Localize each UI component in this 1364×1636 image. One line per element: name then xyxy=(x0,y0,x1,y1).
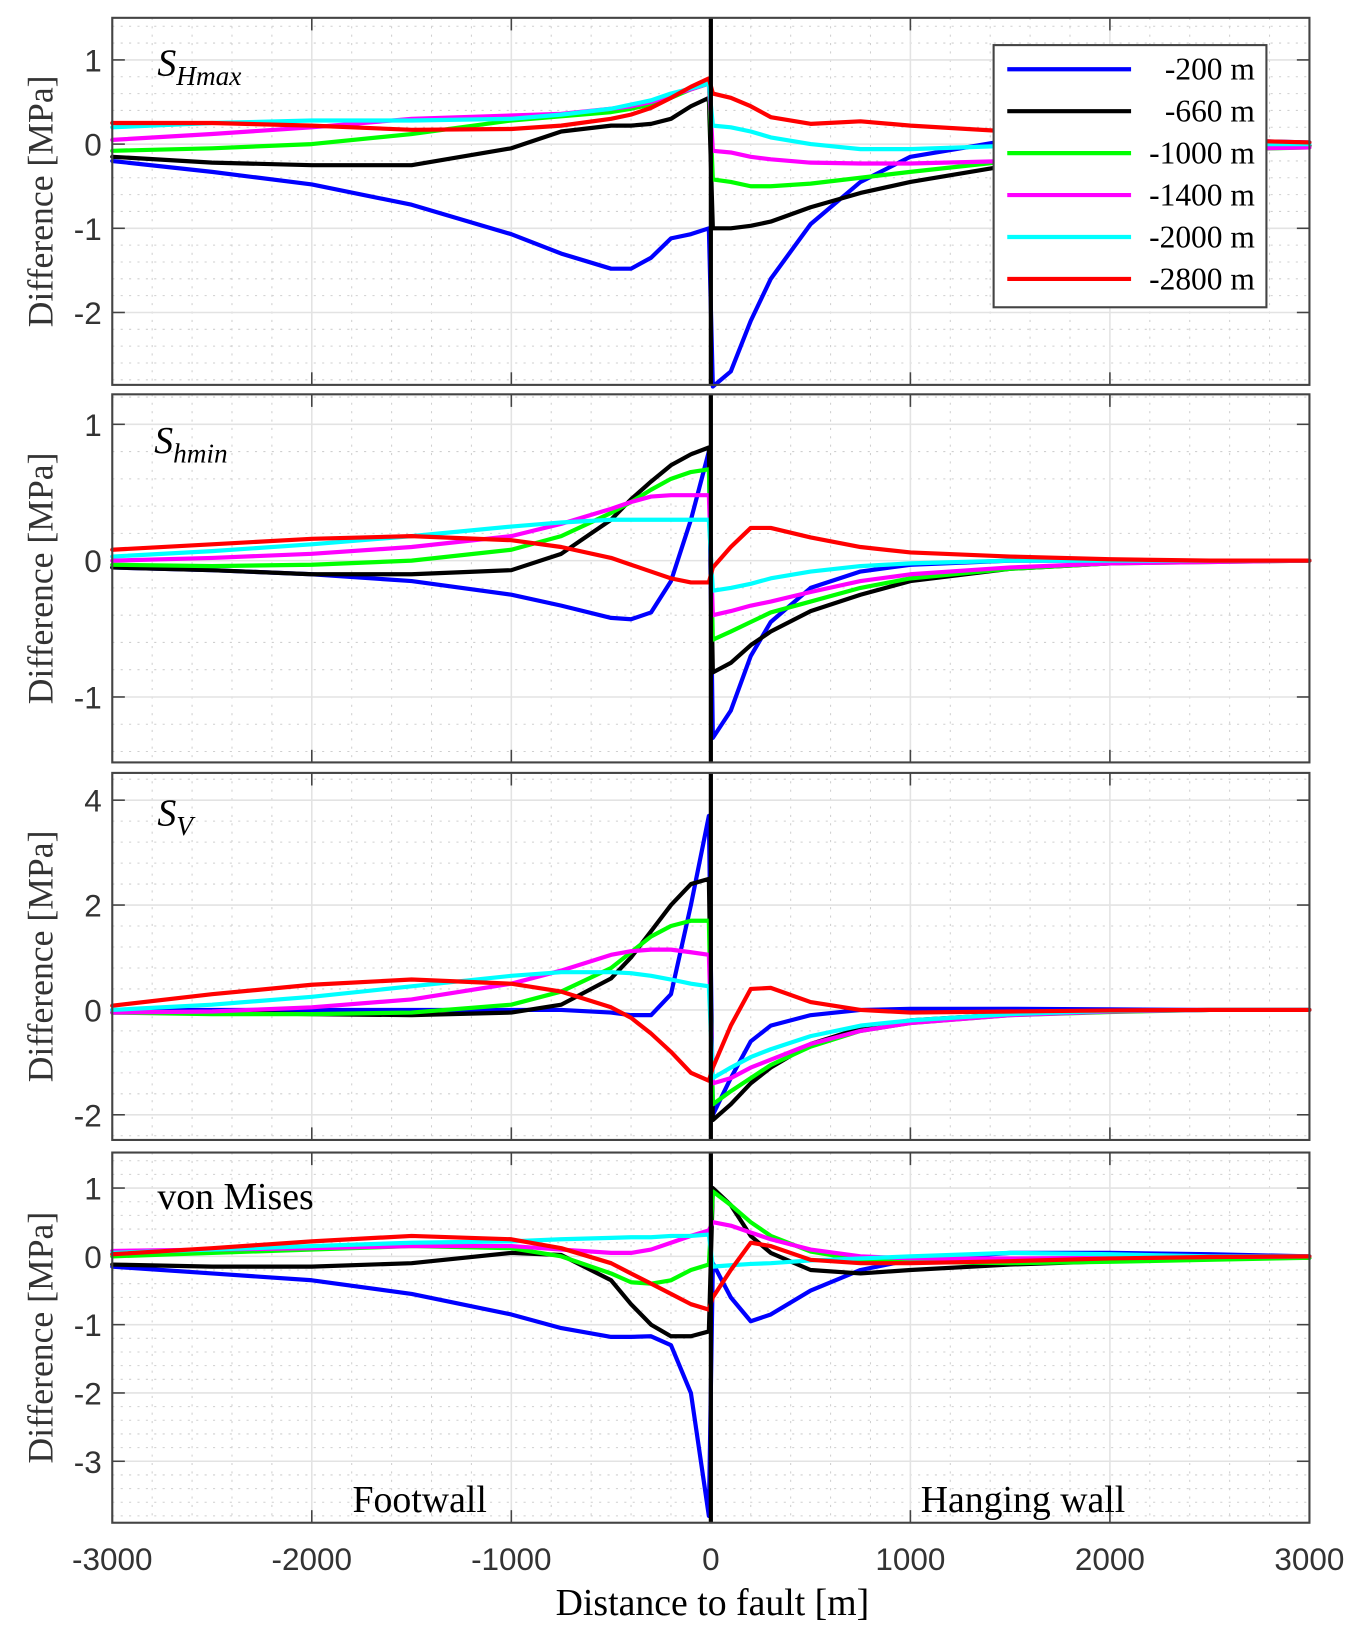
axes-frame xyxy=(111,1151,1311,1524)
y-axis-label: Difference [MPa] xyxy=(20,453,60,705)
y-tick-label: 1 xyxy=(84,408,102,443)
y-axis-label: Difference [MPa] xyxy=(20,75,60,327)
y-tick-label: -1 xyxy=(74,681,102,716)
y-tick-label: -3 xyxy=(74,1445,102,1480)
panel-label: SV xyxy=(157,792,196,840)
y-tick-label: 0 xyxy=(84,128,102,163)
x-tick-label: 2000 xyxy=(1075,1542,1145,1577)
legend-label: -1000 m xyxy=(1149,136,1255,171)
y-tick-label: 4 xyxy=(84,784,102,819)
subplot-4: -3 -2 -1 0 1 Difference [MPa] von Mises xyxy=(20,1151,1312,1524)
y-tick-label: -2 xyxy=(74,1377,102,1412)
legend-item: -2800 m xyxy=(1007,261,1255,296)
legend-label: -2000 m xyxy=(1149,220,1255,255)
x-tick-label: -3000 xyxy=(72,1542,152,1577)
hanging-wall-label: Hanging wall xyxy=(921,1479,1125,1521)
legend-label: -660 m xyxy=(1165,94,1255,129)
y-axis-label: Difference [MPa] xyxy=(20,1212,60,1464)
y-tick-label: -2 xyxy=(74,1098,102,1133)
legend-box xyxy=(992,44,1268,309)
subplot-3: -2 0 2 4 Difference [MPa] SV xyxy=(20,771,1312,1142)
axes-frame xyxy=(111,16,1311,386)
footwall-label: Footwall xyxy=(353,1479,487,1521)
subplot-2: -1 0 1 Difference [MPa] Shmin xyxy=(20,393,1312,764)
legend-item: -200 m xyxy=(1007,52,1255,87)
x-axis-label: Distance to fault [m] xyxy=(556,1582,870,1624)
legend-item: -1400 m xyxy=(1007,178,1255,213)
x-tick-label: 1000 xyxy=(875,1542,945,1577)
x-tick-label: -1000 xyxy=(471,1542,551,1577)
y-tick-label: -2 xyxy=(74,296,102,331)
y-tick-label: 1 xyxy=(84,1172,102,1207)
y-tick-label: -1 xyxy=(74,1308,102,1343)
legend: -200 m -660 m -1000 m -1400 m -2000 m -2800 m xyxy=(992,44,1268,309)
y-tick-label: 2 xyxy=(84,889,102,924)
y-tick-label: 0 xyxy=(84,544,102,579)
y-tick-label: 0 xyxy=(84,1240,102,1275)
legend-label: -200 m xyxy=(1165,52,1255,87)
legend-label: -2800 m xyxy=(1149,261,1255,296)
legend-label: -1400 m xyxy=(1149,178,1255,213)
legend-item: -660 m xyxy=(1007,94,1255,129)
x-tick-label: -2000 xyxy=(272,1542,352,1577)
legend-item: -2000 m xyxy=(1007,220,1255,255)
y-axis-label: Difference [MPa] xyxy=(20,831,60,1083)
panel-label: SHmax xyxy=(157,43,241,91)
axes-frame xyxy=(111,771,1311,1142)
legend-item: -1000 m xyxy=(1007,136,1255,171)
x-tick-labels: -3000 -2000 -1000 0 1000 2000 3000 xyxy=(72,1542,1344,1577)
panel-label: Shmin xyxy=(154,420,227,468)
x-tick-label: 0 xyxy=(702,1542,720,1577)
y-tick-label: 1 xyxy=(84,43,102,78)
y-tick-label: 0 xyxy=(84,993,102,1028)
x-tick-label: 3000 xyxy=(1274,1542,1344,1577)
y-tick-label: -1 xyxy=(74,212,102,247)
axes-frame xyxy=(111,393,1311,764)
panel-label: von Mises xyxy=(157,1176,313,1218)
